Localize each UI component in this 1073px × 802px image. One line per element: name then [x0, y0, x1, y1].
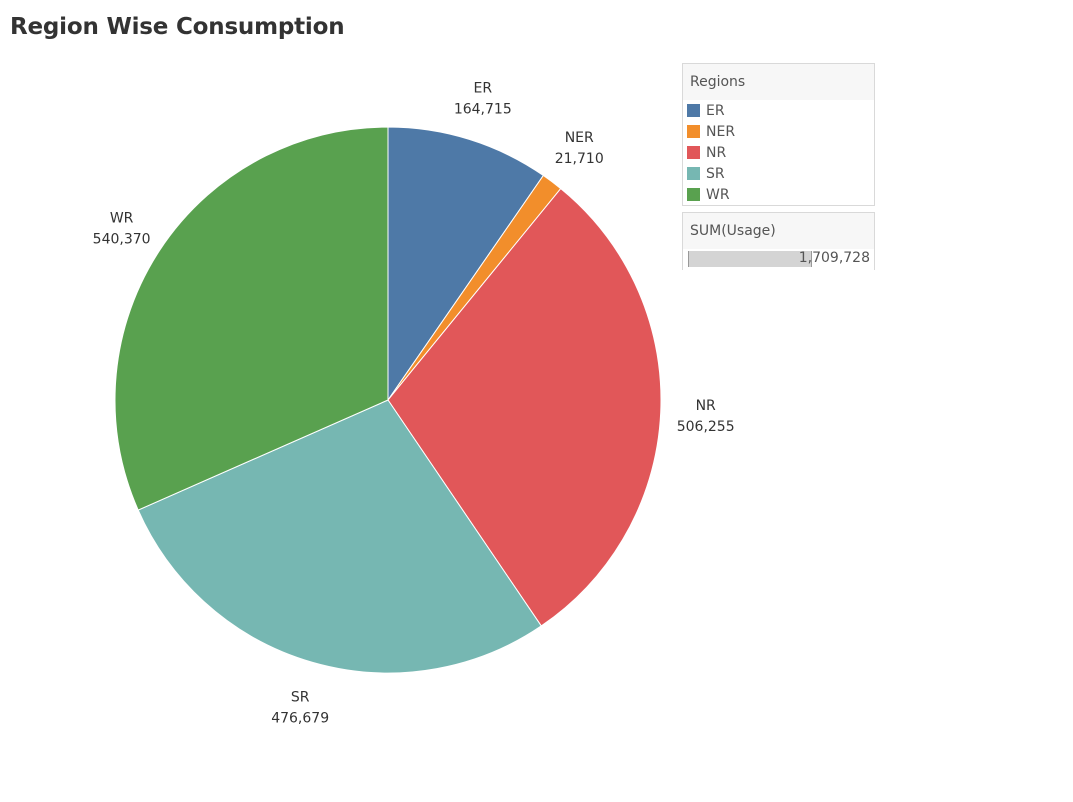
slice-label-value: 506,255 [677, 419, 735, 435]
legend-label: NR [706, 144, 727, 161]
slice-label-name: NR [696, 398, 716, 414]
legend-item-nr[interactable]: NR [683, 142, 874, 163]
legend-label: WR [706, 186, 730, 203]
color-legend: Regions ER NER NR SR WR [682, 63, 875, 206]
legend-swatch [687, 188, 700, 201]
slice-label-name: SR [291, 690, 310, 706]
legend-item-er[interactable]: ER [683, 100, 874, 121]
slice-label-name: NER [565, 130, 594, 146]
slice-label-value: 540,370 [93, 231, 151, 247]
size-legend-title: SUM(Usage) [683, 213, 874, 249]
legend-swatch [687, 146, 700, 159]
slice-label-value: 164,715 [454, 101, 512, 117]
slice-label-name: ER [473, 80, 492, 96]
legend-swatch [687, 104, 700, 117]
legend-label: SR [706, 165, 725, 182]
pie-slice-wr[interactable] [114, 126, 389, 511]
legend-swatch [687, 125, 700, 138]
slice-label-value: 476,679 [271, 711, 329, 727]
chart-title: Region Wise Consumption [10, 14, 345, 40]
legend-item-sr[interactable]: SR [683, 163, 874, 184]
pie-slice-nr[interactable] [387, 187, 662, 627]
legend-label: ER [706, 102, 725, 119]
slice-label-value: 21,710 [555, 151, 604, 167]
size-legend-value: 1,709,728 [798, 250, 870, 266]
legend-swatch [687, 167, 700, 180]
legend-item-ner[interactable]: NER [683, 121, 874, 142]
size-legend-bar [688, 251, 812, 267]
legend-title: Regions [683, 64, 874, 100]
pie-slice-er[interactable] [387, 126, 545, 402]
legend-label: NER [706, 123, 736, 140]
slice-label-name: WR [110, 210, 134, 226]
size-legend: SUM(Usage) 1,709,728 [682, 212, 875, 270]
pie-slice-sr[interactable] [137, 399, 542, 674]
legend-item-wr[interactable]: WR [683, 184, 874, 205]
